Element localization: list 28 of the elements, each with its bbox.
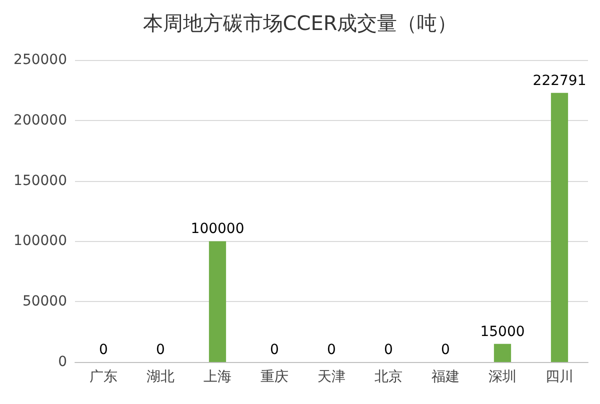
bar xyxy=(208,241,226,362)
bar xyxy=(550,92,568,362)
y-tick-label: 150000 xyxy=(14,172,67,189)
data-label: 0 xyxy=(384,342,393,358)
data-label: 0 xyxy=(441,342,450,358)
data-label: 0 xyxy=(270,342,279,358)
data-label: 0 xyxy=(99,342,108,358)
x-tick-label: 深圳 xyxy=(488,369,516,385)
y-tick-label: 100000 xyxy=(14,233,67,250)
y-tick-label: 50000 xyxy=(22,294,67,310)
bar xyxy=(494,344,512,362)
x-tick-label: 福建 xyxy=(432,369,460,385)
x-tick-label: 北京 xyxy=(374,369,402,385)
data-label: 15000 xyxy=(480,324,525,340)
x-tick-label: 湖北 xyxy=(146,369,174,385)
data-label: 100000 xyxy=(190,221,244,238)
data-label: 0 xyxy=(327,342,336,358)
x-tick-label: 天津 xyxy=(318,369,346,385)
chart-title: 本周地方碳市场CCER成交量（吨） xyxy=(142,11,458,35)
data-label: 222791 xyxy=(532,72,586,89)
x-tick-label: 重庆 xyxy=(260,369,288,385)
x-tick-label: 广东 xyxy=(90,369,118,385)
y-tick-label: 0 xyxy=(58,354,67,370)
y-tick-label: 250000 xyxy=(14,52,67,68)
x-tick-label: 上海 xyxy=(204,369,232,385)
x-tick-label: 四川 xyxy=(546,369,574,385)
y-tick-label: 200000 xyxy=(14,112,67,128)
data-label: 0 xyxy=(156,342,165,358)
